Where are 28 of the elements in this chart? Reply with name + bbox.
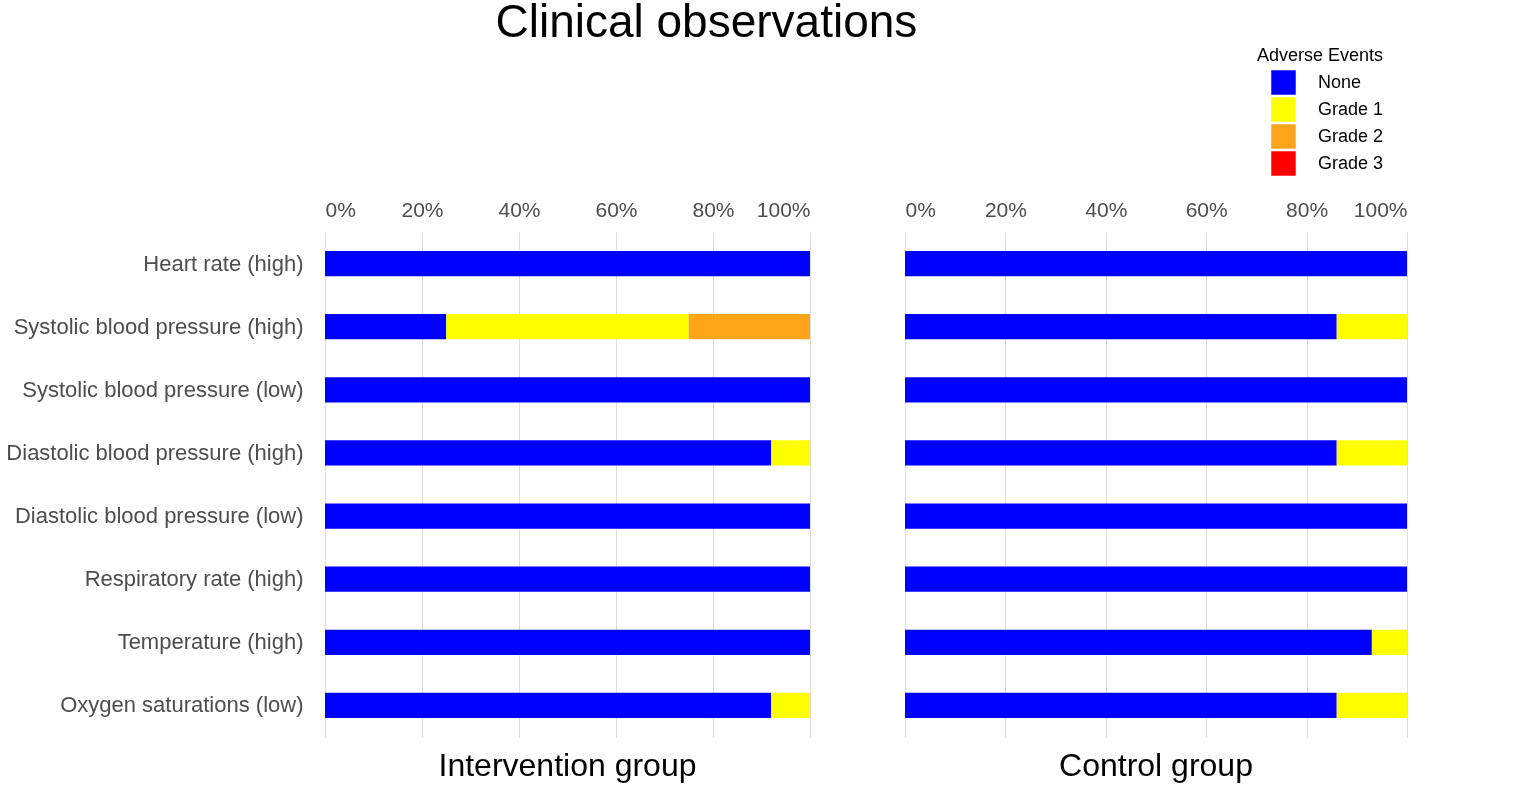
x-tick-label: 20% [401,197,444,221]
x-tick-label: 100% [1353,197,1408,221]
y-tick-label: Respiratory rate (high) [84,566,304,592]
y-tick-label: Heart rate (high) [143,250,304,276]
x-tick-label: 80% [692,197,735,221]
y-tick-label: Oxygen saturations (low) [60,692,304,718]
x-tick-label: 60% [595,197,638,221]
x-tick-label: 20% [984,197,1027,221]
x-tick-label: 0% [905,197,936,221]
x-tick-label: 60% [1185,197,1228,221]
y-tick-label: Diastolic blood pressure (low) [14,503,304,529]
x-tick-label: 0% [325,197,356,221]
x-tick-label: 40% [1085,197,1128,221]
legend-label: Grade 3 [1318,152,1384,173]
x-axis-title: Intervention group [438,747,697,783]
x-tick-label: 80% [1286,197,1329,221]
legend-label: None [1318,71,1362,92]
y-tick-label: Systolic blood pressure (high) [13,313,304,339]
x-axis-title: Control group [1059,747,1253,783]
legend-label: Grade 1 [1318,98,1384,119]
x-tick-label: 40% [498,197,541,221]
y-tick-label: Systolic blood pressure (low) [22,376,304,402]
y-tick-label: Diastolic blood pressure (high) [6,439,304,465]
legend-title: Adverse Events [1256,45,1383,65]
legend-label: Grade 2 [1318,125,1384,146]
chart-title: Clinical observations [495,0,918,47]
y-tick-label: Temperature (high) [117,629,304,655]
x-tick-label: 100% [756,197,811,221]
